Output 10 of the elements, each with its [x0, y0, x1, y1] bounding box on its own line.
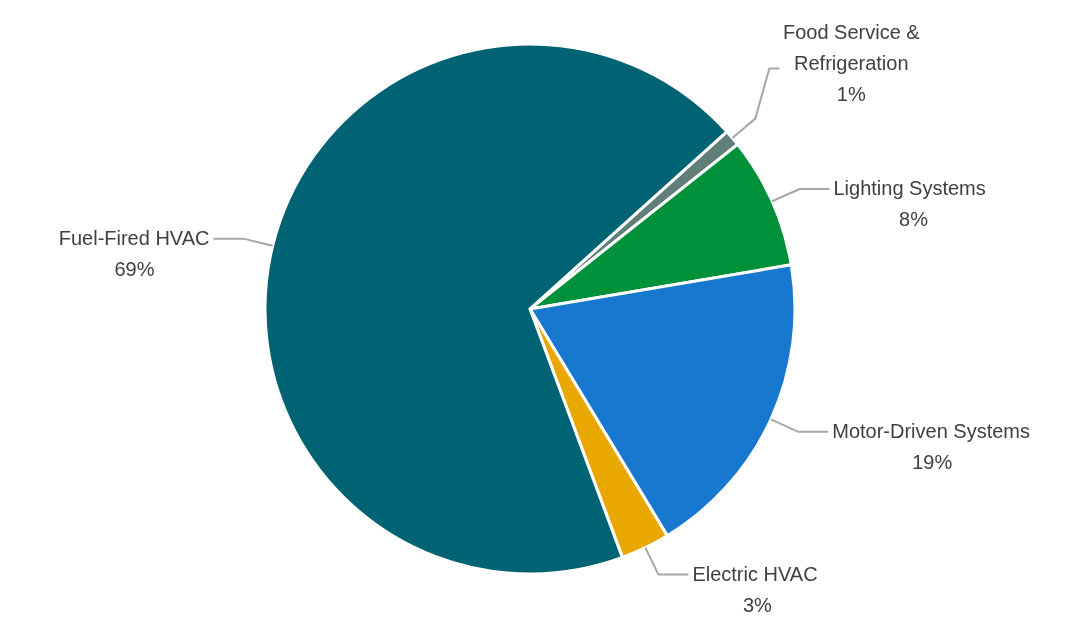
- data-label: 8%: [899, 208, 929, 231]
- data-label: 19%: [912, 450, 953, 473]
- data-label: 1%: [836, 82, 866, 105]
- slice-label: Fuel-Fired HVAC: [58, 226, 210, 249]
- slice-label: Food Service & Refrigeration: [782, 20, 921, 74]
- data-label: 3%: [742, 593, 773, 616]
- slice-label: Motor-Driven Systems: [832, 419, 1031, 442]
- slice-label: Electric HVAC: [692, 562, 818, 585]
- data-label: 69%: [114, 257, 155, 280]
- slice-label: Lighting Systems: [833, 177, 986, 200]
